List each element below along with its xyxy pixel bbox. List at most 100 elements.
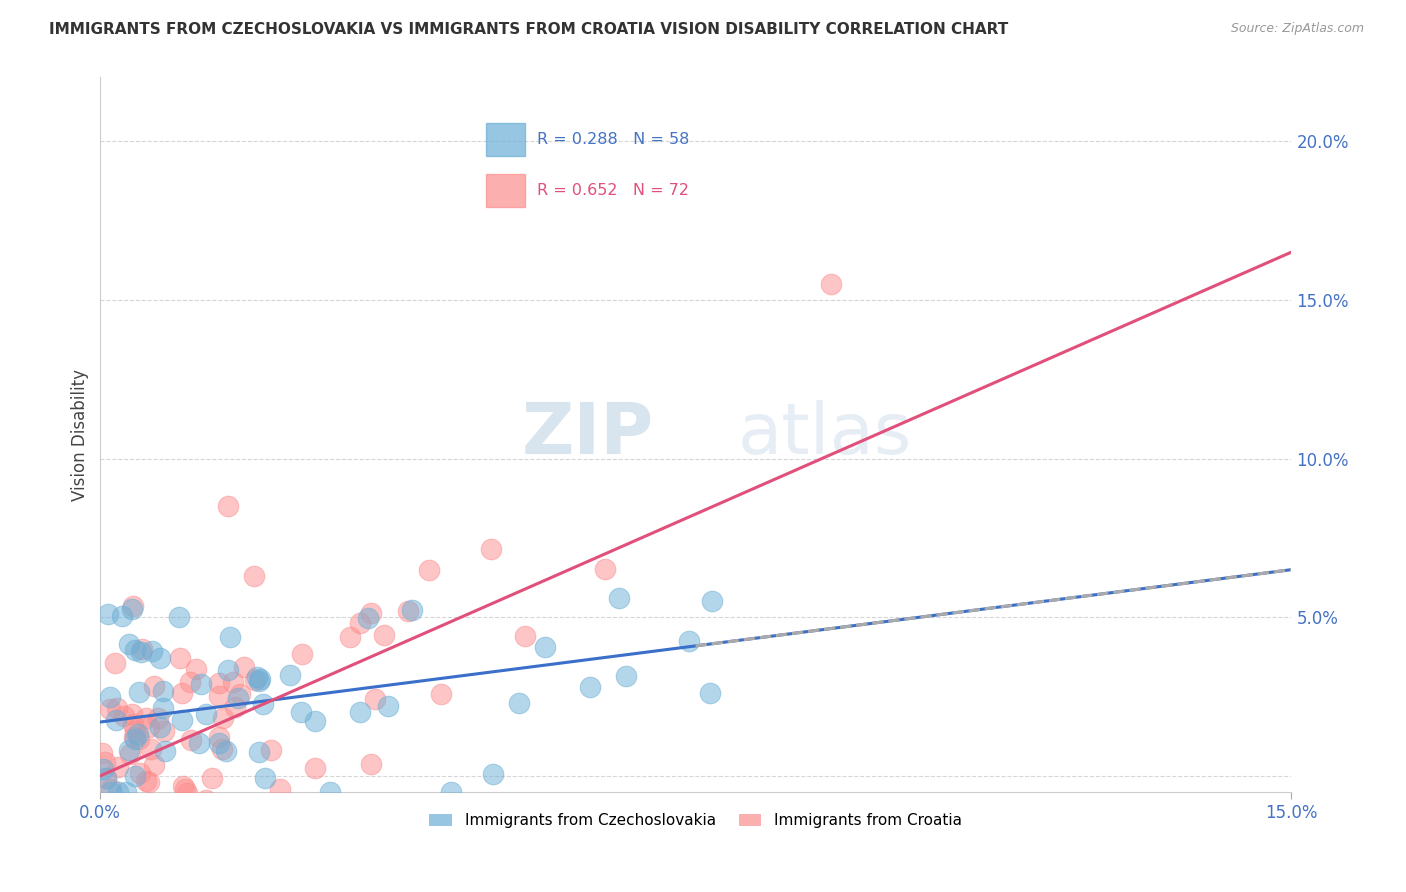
Point <box>363 692 385 706</box>
Point <box>508 697 530 711</box>
Point <box>170 713 193 727</box>
Point <box>93 755 115 769</box>
Point <box>100 785 122 799</box>
Point <box>98 690 121 704</box>
Point <box>141 644 163 658</box>
Point <box>678 633 700 648</box>
Point <box>401 603 423 617</box>
Point <box>107 760 129 774</box>
Point <box>139 742 162 756</box>
Point <box>243 673 266 688</box>
Point <box>174 782 197 797</box>
Point <box>153 724 176 739</box>
Point <box>482 767 505 781</box>
Text: Source: ZipAtlas.com: Source: ZipAtlas.com <box>1230 22 1364 36</box>
Point <box>215 744 238 758</box>
Point <box>143 757 166 772</box>
Point <box>479 542 502 557</box>
Point <box>128 765 150 780</box>
Point <box>249 672 271 686</box>
Point <box>112 709 135 723</box>
Point <box>208 736 231 750</box>
Point <box>152 683 174 698</box>
Point <box>180 733 202 747</box>
Point <box>357 610 380 624</box>
Point <box>247 745 270 759</box>
Point <box>226 690 249 705</box>
Point <box>98 702 121 716</box>
Point <box>360 607 382 621</box>
Point <box>430 687 453 701</box>
Point <box>90 746 112 760</box>
Point <box>121 707 143 722</box>
Point <box>609 591 631 606</box>
Text: ZIP: ZIP <box>522 401 654 469</box>
Point <box>252 697 274 711</box>
Point <box>122 731 145 745</box>
Point <box>339 630 361 644</box>
Point <box>153 744 176 758</box>
Point <box>170 686 193 700</box>
Y-axis label: Vision Disability: Vision Disability <box>72 368 89 500</box>
Point <box>211 742 233 756</box>
Legend: Immigrants from Czechoslovakia, Immigrants from Croatia: Immigrants from Czechoslovakia, Immigran… <box>423 807 967 834</box>
Point <box>373 628 395 642</box>
Point <box>127 726 149 740</box>
Point <box>217 499 239 513</box>
Point <box>100 782 122 797</box>
Point <box>201 771 224 785</box>
Point <box>104 713 127 727</box>
Point <box>418 562 440 576</box>
Point <box>111 609 134 624</box>
Point <box>217 663 239 677</box>
Point <box>124 769 146 783</box>
Point <box>149 720 172 734</box>
Point <box>103 801 125 815</box>
Point <box>820 277 842 291</box>
Point <box>152 700 174 714</box>
Point <box>291 648 314 662</box>
Point <box>131 645 153 659</box>
Point <box>349 615 371 630</box>
Point <box>121 601 143 615</box>
Point <box>176 787 198 801</box>
Point <box>128 732 150 747</box>
Point <box>187 736 209 750</box>
Point <box>186 662 208 676</box>
Point <box>121 801 143 815</box>
Point <box>142 679 165 693</box>
Point <box>247 673 270 688</box>
Point <box>169 610 191 624</box>
Point <box>135 774 157 789</box>
Point <box>128 685 150 699</box>
Point <box>218 630 240 644</box>
Point <box>146 711 169 725</box>
Point <box>349 705 371 719</box>
Point <box>107 785 129 799</box>
Point <box>259 743 281 757</box>
Point <box>595 562 617 576</box>
Point <box>208 676 231 690</box>
Point <box>169 650 191 665</box>
Point <box>377 699 399 714</box>
Text: atlas: atlas <box>737 401 911 469</box>
Point <box>124 643 146 657</box>
Point <box>254 771 277 785</box>
Point <box>278 668 301 682</box>
Point <box>118 637 141 651</box>
Point <box>224 699 246 714</box>
Point <box>245 670 267 684</box>
Point <box>440 785 463 799</box>
Point <box>111 801 134 815</box>
Point <box>699 686 721 700</box>
Point <box>131 641 153 656</box>
Point <box>121 717 143 731</box>
Point <box>243 569 266 583</box>
Point <box>138 801 160 815</box>
Point <box>115 785 138 799</box>
Point <box>97 607 120 621</box>
Point <box>396 604 419 618</box>
Point <box>94 771 117 785</box>
Point <box>118 797 141 811</box>
Point <box>195 706 218 721</box>
